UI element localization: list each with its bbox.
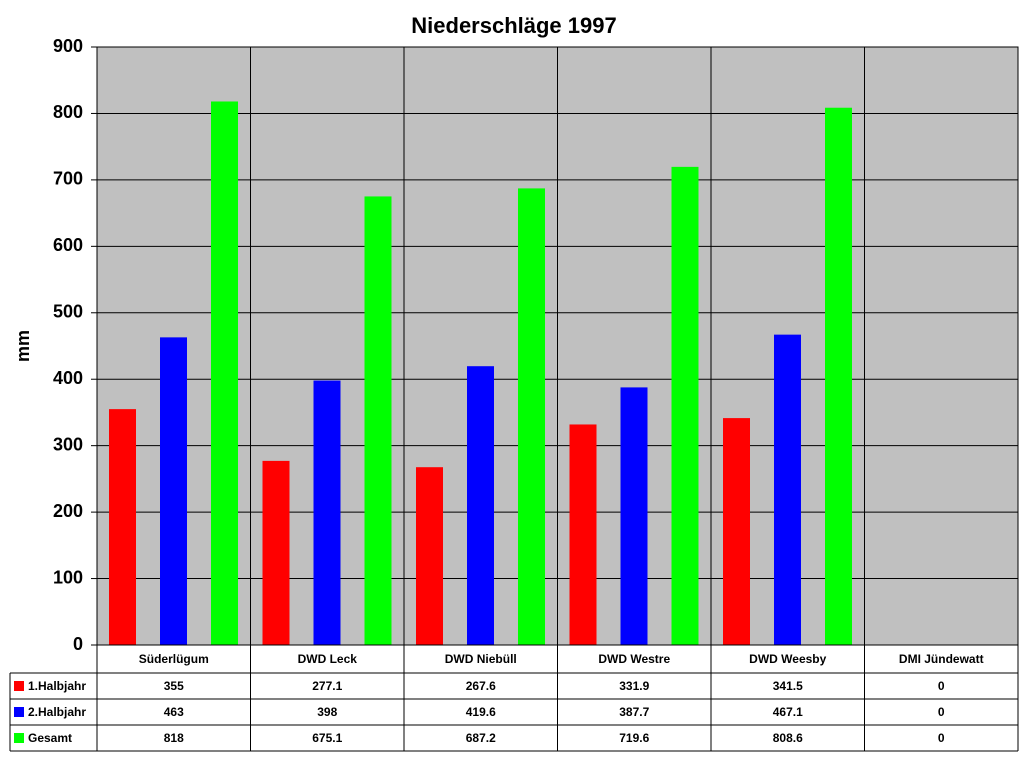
bar (416, 467, 443, 645)
bar (160, 337, 187, 645)
table-value: 719.6 (619, 731, 649, 745)
table-value: 0 (938, 731, 945, 745)
legend-label: 1.Halbjahr (28, 679, 86, 693)
chart-title: Niederschläge 1997 (411, 13, 616, 38)
table-value: 398 (317, 705, 337, 719)
x-tick-label: Süderlügum (139, 652, 209, 666)
table-value: 387.7 (619, 705, 649, 719)
bar (262, 460, 290, 645)
y-axis-label: mm (13, 330, 33, 362)
y-tick-label: 700 (53, 169, 83, 189)
x-tick-label: DWD Weesby (749, 652, 826, 666)
table-value: 331.9 (619, 679, 649, 693)
bar (569, 424, 597, 645)
y-tick-label: 300 (53, 434, 83, 454)
legend-swatch (14, 733, 24, 743)
y-tick-label: 800 (53, 102, 83, 122)
x-tick-label: DMI Jündewatt (899, 652, 984, 666)
table-value: 0 (938, 679, 945, 693)
y-tick-label: 200 (53, 501, 83, 521)
table-value: 355 (164, 679, 184, 693)
bar (313, 380, 341, 645)
bar (723, 418, 750, 645)
y-tick-label: 900 (53, 36, 83, 56)
table-value: 675.1 (312, 731, 342, 745)
y-tick-label: 0 (73, 634, 83, 654)
table-value: 467.1 (773, 705, 803, 719)
y-tick-label: 400 (53, 368, 83, 388)
table-value: 267.6 (466, 679, 496, 693)
x-tick-label: DWD Leck (298, 652, 358, 666)
bar (825, 107, 852, 645)
bar (467, 366, 494, 645)
y-tick-label: 600 (53, 235, 83, 255)
bar (620, 387, 648, 645)
bar (364, 196, 392, 646)
table-value: 687.2 (466, 731, 496, 745)
table-value: 341.5 (773, 679, 803, 693)
legend-swatch (14, 707, 24, 717)
table-value: 463 (164, 705, 184, 719)
bar (518, 188, 545, 645)
y-tick-label: 100 (53, 567, 83, 587)
legend-label: Gesamt (28, 731, 72, 745)
bar (774, 334, 801, 645)
bar (109, 409, 136, 645)
x-tick-label: DWD Westre (598, 652, 670, 666)
table-value: 419.6 (466, 705, 496, 719)
y-tick-label: 500 (53, 302, 83, 322)
bar (671, 166, 699, 645)
table-value: 277.1 (312, 679, 342, 693)
legend-swatch (14, 681, 24, 691)
table-value: 808.6 (773, 731, 803, 745)
table-value: 0 (938, 705, 945, 719)
x-tick-label: DWD Niebüll (445, 652, 517, 666)
table-value: 818 (164, 731, 184, 745)
legend-label: 2.Halbjahr (28, 705, 86, 719)
bar (211, 101, 238, 646)
